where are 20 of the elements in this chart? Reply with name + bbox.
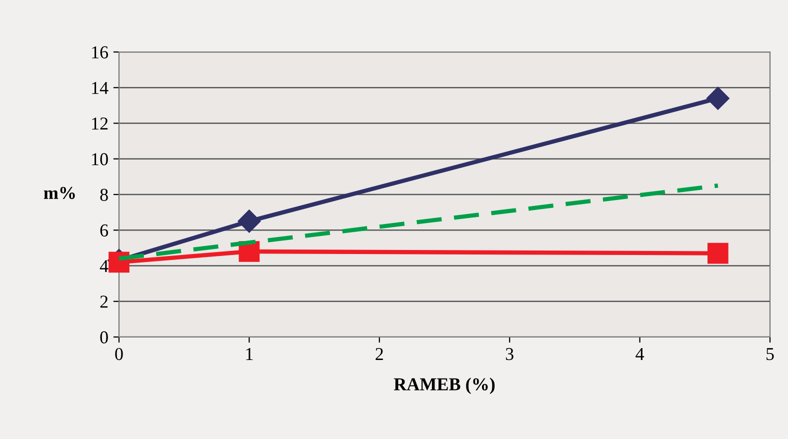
x-tick-label: 2: [376, 348, 383, 360]
y-tick-label: 6: [100, 224, 108, 237]
x-tick-label: 3: [506, 348, 514, 360]
point: [706, 86, 730, 110]
x-tick-label: 4: [636, 348, 644, 360]
y-tick-label: 14: [92, 82, 108, 94]
point: [708, 242, 728, 264]
y-tick-label: 10: [92, 153, 108, 166]
x-tick-label: 1: [246, 348, 253, 360]
y-tick-label: 4: [100, 260, 108, 272]
x-tick-label: 0: [115, 348, 123, 360]
y-tick-label: 0: [100, 331, 108, 344]
y-tick-label: 8: [100, 188, 108, 201]
point: [238, 210, 261, 233]
x-tick-label: 5: [766, 348, 774, 360]
y-tick-label: 12: [92, 118, 108, 130]
y-tick-label: 16: [92, 46, 108, 58]
y-axis-title: m%: [44, 186, 75, 200]
x-axis-title: RAMEB (%): [394, 378, 495, 394]
y-tick-label: 2: [100, 296, 108, 308]
